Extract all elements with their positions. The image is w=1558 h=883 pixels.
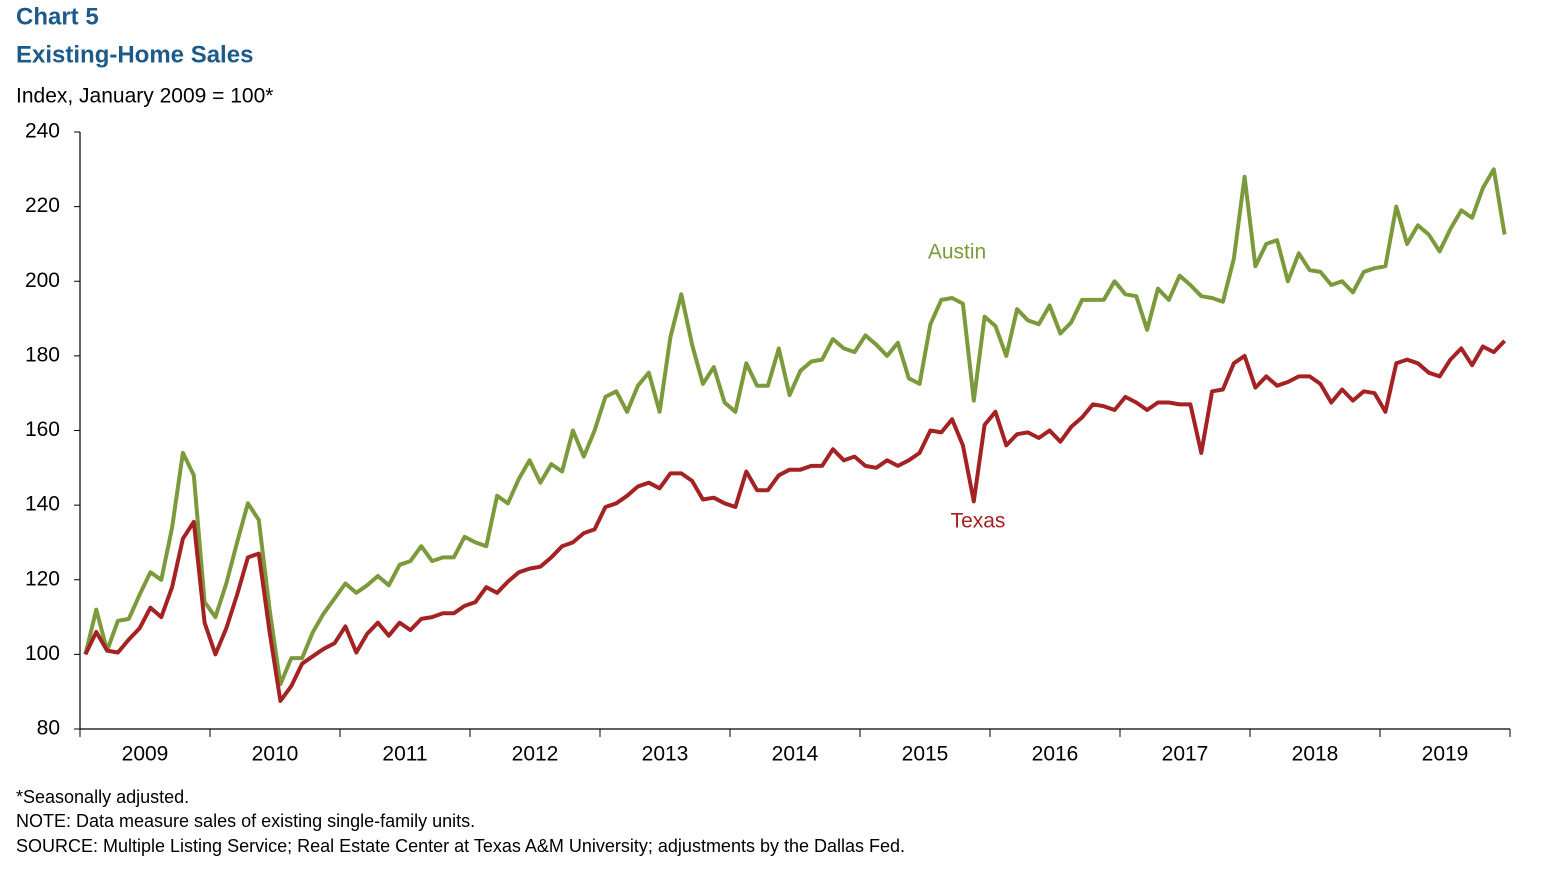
footnote: *Seasonally adjusted. [16, 787, 189, 807]
y-tick-label: 240 [25, 120, 60, 143]
x-tick-label: 2016 [1032, 743, 1079, 766]
y-tick-label: 160 [25, 418, 60, 441]
y-tick-label: 100 [25, 642, 60, 665]
series-label: Texas [951, 510, 1006, 533]
y-tick-label: 180 [25, 343, 60, 366]
footnote: NOTE: Data measure sales of existing sin… [16, 811, 475, 831]
x-tick-label: 2009 [122, 743, 169, 766]
footnote: SOURCE: Multiple Listing Service; Real E… [16, 836, 905, 856]
series-line [83, 167, 1507, 687]
x-tick-label: 2011 [382, 743, 427, 766]
x-tick-label: 2014 [772, 743, 819, 766]
chart-title: Chart 5 [16, 3, 99, 30]
x-tick-label: 2018 [1292, 743, 1339, 766]
y-tick-label: 200 [25, 269, 60, 292]
chart-subtitle: Existing-Home Sales [16, 41, 253, 68]
series-line [83, 339, 1507, 703]
series-label: Austin [928, 241, 986, 264]
x-tick-label: 2012 [512, 743, 559, 766]
x-tick-label: 2013 [642, 743, 689, 766]
x-tick-label: 2017 [1162, 743, 1209, 766]
x-tick-label: 2019 [1422, 743, 1469, 766]
y-axis-label: Index, January 2009 = 100* [16, 85, 273, 108]
x-tick-label: 2015 [902, 743, 949, 766]
y-tick-label: 220 [25, 194, 60, 217]
y-tick-label: 80 [37, 717, 60, 740]
x-tick-label: 2010 [252, 743, 299, 766]
y-tick-label: 120 [25, 567, 60, 590]
y-tick-label: 140 [25, 493, 60, 516]
